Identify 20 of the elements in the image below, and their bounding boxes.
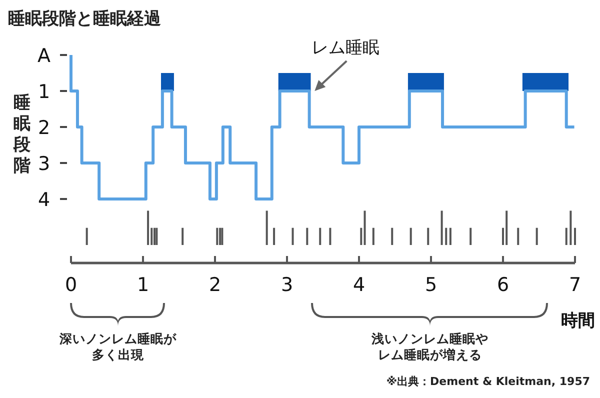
x-tick-label: 7 bbox=[568, 274, 582, 296]
x-tick-label: 2 bbox=[208, 274, 222, 296]
text: 深いノンレム睡眠が多く出現 bbox=[58, 331, 178, 362]
y-tick-label: 4 bbox=[38, 189, 50, 211]
y-tick-label: 2 bbox=[38, 117, 50, 139]
x-axis-title: 時間 bbox=[561, 311, 595, 331]
y-axis-title: 睡眠段階 bbox=[12, 93, 32, 176]
x-tick-label: 3 bbox=[280, 274, 294, 296]
x-tick-label: 0 bbox=[64, 274, 78, 296]
y-tick-label: 3 bbox=[38, 153, 50, 175]
annotation: レム睡眠 bbox=[312, 38, 380, 58]
text: ※出典：Dement & Kleitman, 1957 bbox=[386, 375, 590, 388]
y-tick-label: A bbox=[38, 45, 50, 67]
chart-title: 睡眠段階と睡眠経過 bbox=[8, 9, 161, 29]
x-tick-label: 5 bbox=[424, 274, 438, 296]
text: 浅いノンレム睡眠やレム睡眠が増える bbox=[370, 331, 488, 362]
x-tick-label: 6 bbox=[496, 274, 510, 296]
x-tick-label: 4 bbox=[352, 274, 366, 296]
y-tick-label: 1 bbox=[38, 81, 50, 103]
x-tick-label: 1 bbox=[136, 274, 150, 296]
